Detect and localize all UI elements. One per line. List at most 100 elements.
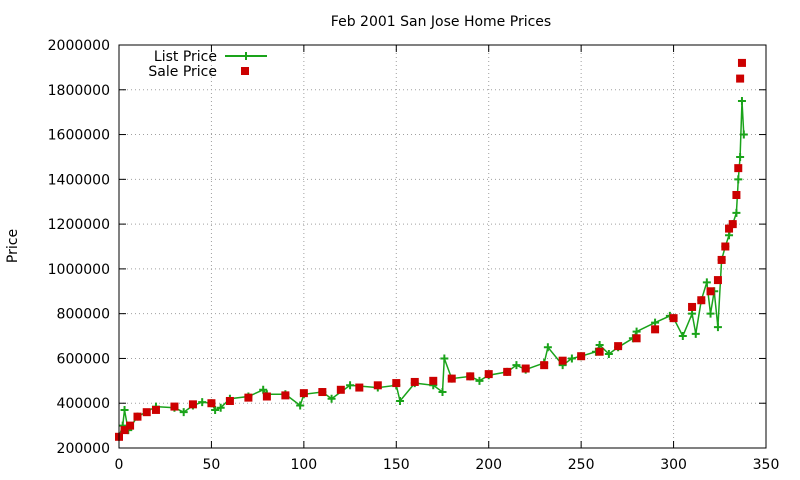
- point-list-price: [211, 405, 220, 414]
- plot-frame: [118, 44, 767, 449]
- legend-label-sale-price: Sale Price: [148, 64, 217, 80]
- point-sale-price: [447, 374, 456, 383]
- point-sale-price: [713, 276, 722, 285]
- point-list-price: [706, 309, 715, 318]
- point-list-price: [120, 405, 129, 414]
- point-sale-price: [188, 400, 197, 409]
- chart-title: Feb 2001 San Jose Home Prices: [331, 14, 551, 30]
- point-sale-price: [734, 164, 743, 173]
- point-sale-price: [688, 302, 697, 311]
- point-sale-price: [151, 405, 160, 414]
- y-tick-label: 1400000: [48, 172, 110, 188]
- point-list-price: [567, 354, 576, 363]
- point-sale-price: [632, 334, 641, 343]
- point-list-price: [739, 130, 748, 139]
- point-list-price: [198, 398, 207, 407]
- point-list-price: [346, 381, 355, 390]
- point-list-price: [732, 208, 741, 217]
- point-list-price: [296, 401, 305, 410]
- point-sale-price: [484, 370, 493, 379]
- y-tick-label: 800000: [57, 307, 110, 323]
- point-sale-price: [299, 389, 308, 398]
- point-list-price: [595, 341, 604, 350]
- point-sale-price: [614, 342, 623, 351]
- y-tick-label: 1000000: [48, 262, 110, 278]
- point-list-price: [512, 361, 521, 370]
- point-sale-price: [651, 325, 660, 334]
- x-tick-label: 100: [290, 457, 317, 473]
- point-sale-price: [732, 191, 741, 200]
- y-tick-label: 200000: [57, 441, 110, 457]
- point-list-price: [737, 96, 746, 105]
- point-sale-price: [392, 379, 401, 388]
- point-list-price: [688, 309, 697, 318]
- point-sale-price: [170, 402, 179, 411]
- x-tick-label: 200: [475, 457, 502, 473]
- y-tick-label: 2000000: [48, 38, 110, 54]
- point-list-price: [395, 396, 404, 405]
- point-list-price: [216, 403, 225, 412]
- point-list-price: [440, 354, 449, 363]
- point-sale-price: [540, 361, 549, 370]
- y-tick-label: 1600000: [48, 128, 110, 144]
- point-sale-price: [410, 377, 419, 386]
- legend-marker-list-price: [242, 52, 250, 60]
- x-tick-label: 150: [383, 457, 410, 473]
- point-list-price: [632, 327, 641, 336]
- x-tick-label: 250: [568, 457, 595, 473]
- point-sale-price: [336, 385, 345, 394]
- point-sale-price: [120, 426, 129, 435]
- y-tick-label: 1200000: [48, 217, 110, 233]
- point-sale-price: [736, 74, 745, 83]
- point-sale-price: [737, 58, 746, 67]
- series-layer: [115, 58, 748, 441]
- point-sale-price: [697, 296, 706, 305]
- legend-marker-sale-price: [241, 67, 249, 75]
- y-tick-label: 400000: [57, 396, 110, 412]
- point-sale-price: [126, 421, 135, 430]
- point-list-price: [678, 332, 687, 341]
- x-tick-label: 0: [115, 457, 124, 473]
- point-sale-price: [466, 372, 475, 381]
- point-list-price: [734, 175, 743, 184]
- point-sale-price: [262, 392, 271, 401]
- point-sale-price: [728, 220, 737, 229]
- point-sale-price: [717, 255, 726, 264]
- y-axis-title: Price: [5, 229, 21, 263]
- x-tick-label: 50: [203, 457, 221, 473]
- point-sale-price: [577, 352, 586, 361]
- point-list-price: [651, 318, 660, 327]
- point-sale-price: [725, 224, 734, 233]
- point-sale-price: [503, 367, 512, 376]
- point-list-price: [702, 278, 711, 287]
- point-list-price: [725, 231, 734, 240]
- point-sale-price: [429, 376, 438, 385]
- point-sale-price: [281, 391, 290, 400]
- legend-label-list-price: List Price: [154, 49, 217, 65]
- point-sale-price: [721, 242, 730, 251]
- point-list-price: [713, 323, 722, 332]
- point-list-price: [259, 385, 268, 394]
- x-tick-label: 300: [660, 457, 687, 473]
- point-sale-price: [558, 356, 567, 365]
- point-list-price: [327, 394, 336, 403]
- point-list-price: [179, 408, 188, 417]
- point-sale-price: [318, 388, 327, 397]
- point-list-price: [475, 376, 484, 385]
- point-list-price: [736, 152, 745, 161]
- point-sale-price: [373, 381, 382, 390]
- x-tick-label: 350: [753, 457, 780, 473]
- point-list-price: [438, 388, 447, 397]
- point-sale-price: [225, 396, 234, 405]
- point-sale-price: [706, 287, 715, 296]
- point-sale-price: [669, 314, 678, 323]
- point-list-price: [604, 349, 613, 358]
- point-sale-price: [142, 408, 151, 417]
- point-sale-price: [355, 383, 364, 392]
- point-sale-price: [244, 393, 253, 402]
- axis-ticks: 200000 400000 600000 800000 1000000 1200000 14…: [48, 38, 780, 473]
- point-list-price: [691, 329, 700, 338]
- point-sale-price: [521, 364, 530, 373]
- legend: List Price Sale Price: [148, 49, 267, 80]
